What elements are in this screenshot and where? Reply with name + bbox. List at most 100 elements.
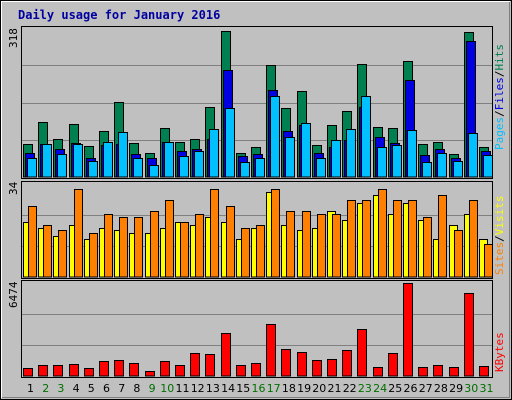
legend-pages: Pages — [493, 117, 506, 150]
kbytes-bar — [388, 353, 398, 377]
pages-bar — [179, 156, 189, 178]
sites-bar — [165, 200, 174, 278]
sites-bar — [58, 230, 67, 278]
sites-bar — [119, 217, 128, 278]
x-axis-day-labels: 1 2 3 4 5 6 7 8 9 10 11 12 13 14 15 16 17 18 19 20 21 22 23 24 2… — [27, 382, 494, 395]
kbytes-bar — [251, 363, 261, 377]
day-label: 6 — [103, 382, 110, 395]
pages-bar — [149, 165, 159, 178]
pages-bar — [437, 153, 447, 178]
pages-bar — [133, 158, 143, 178]
day-label: 7 — [118, 382, 125, 395]
day-label: 13 — [206, 382, 220, 395]
day-label: 16 — [252, 382, 266, 395]
kbytes-bar — [281, 349, 291, 377]
sites-bar — [469, 200, 478, 278]
sites-bar — [180, 222, 189, 278]
kbytes-ymax-label: 6474 — [7, 281, 20, 308]
pages-bar — [57, 154, 67, 178]
sites-bar — [43, 225, 52, 278]
sites-bar — [226, 206, 235, 278]
pages-bar — [225, 108, 235, 178]
kbytes-bar — [357, 329, 367, 377]
day-label: 25 — [388, 382, 402, 395]
day-label: 19 — [297, 382, 311, 395]
pages-bar — [361, 96, 371, 178]
day-label: 26 — [404, 382, 418, 395]
pages-bar — [27, 158, 37, 178]
day-label: 11 — [176, 382, 190, 395]
legend-separator: / — [493, 71, 506, 78]
legend-separator: / — [493, 110, 506, 117]
day-label: 4 — [73, 382, 80, 395]
kbytes-bar — [129, 363, 139, 377]
panel-sites-visits-bars — [23, 189, 493, 278]
pages-bar — [392, 145, 402, 178]
day-label: 18 — [282, 382, 296, 395]
legend-hits: Hits — [493, 44, 506, 71]
day-label: 22 — [343, 382, 357, 395]
day-label: 20 — [312, 382, 326, 395]
sites-bar — [317, 214, 326, 278]
kbytes-bar — [190, 353, 200, 377]
kbytes-bar — [175, 365, 185, 377]
sites-bar — [484, 244, 493, 278]
kbytes-bar — [84, 368, 94, 377]
legend-files: Files — [493, 77, 506, 110]
day-label: 8 — [133, 382, 140, 395]
kbytes-bar — [38, 365, 48, 377]
panel-kbytes-bars — [23, 283, 489, 377]
legend-pages-files-hits: Pages/Files/Hits — [493, 44, 506, 150]
hits-ymax-label: 318 — [7, 28, 20, 48]
day-label: 17 — [267, 382, 281, 395]
pages-bar — [468, 133, 478, 178]
kbytes-bar — [99, 361, 109, 377]
pages-bar — [270, 96, 280, 178]
kbytes-bar — [160, 361, 170, 377]
kbytes-bar — [312, 360, 322, 377]
pages-bar — [42, 144, 52, 178]
panel-hits-files-pages — [21, 26, 493, 179]
sites-bar — [286, 211, 295, 278]
kbytes-bar — [205, 354, 215, 377]
sites-bar — [362, 200, 371, 278]
panel-hits-files-pages-bars — [23, 31, 493, 178]
sites-bar — [89, 233, 98, 278]
panel-kbytes-frame — [21, 280, 493, 378]
kbytes-bar — [464, 293, 474, 377]
pages-bar — [316, 158, 326, 178]
pages-bar — [118, 132, 128, 178]
day-label: 10 — [160, 382, 174, 395]
pages-bar — [453, 161, 463, 178]
day-label: 15 — [236, 382, 250, 395]
sites-bar — [438, 195, 447, 278]
sites-bar — [393, 200, 402, 278]
day-label: 2 — [42, 382, 49, 395]
kbytes-bar — [433, 365, 443, 377]
pages-bar — [285, 137, 295, 178]
day-label: 27 — [419, 382, 433, 395]
day-label: 24 — [373, 382, 387, 395]
chart-title: Daily usage for January 2016 — [18, 8, 220, 22]
day-label: 23 — [358, 382, 372, 395]
kbytes-bar — [23, 368, 33, 377]
sites-bar — [241, 228, 250, 278]
sites-bar — [104, 214, 113, 278]
pages-bar — [346, 129, 356, 178]
pages-bar — [483, 155, 493, 178]
pages-bar — [164, 142, 174, 178]
day-label: 3 — [57, 382, 64, 395]
legend-separator: / — [493, 235, 506, 242]
sites-bar — [195, 214, 204, 278]
pages-bar — [255, 158, 265, 178]
sites-bar — [347, 200, 356, 278]
sites-ymax-label: 34 — [7, 181, 20, 195]
legend-kbytes: KBytes — [493, 332, 506, 372]
kbytes-bar — [479, 366, 489, 377]
pages-bar — [377, 147, 387, 178]
panel-kbytes-grid — [22, 314, 492, 346]
legend-sites-visits: Sites/Visits — [493, 196, 506, 276]
sites-bar — [408, 200, 417, 278]
kbytes-bar — [236, 365, 246, 377]
panel-kbytes — [21, 280, 493, 378]
